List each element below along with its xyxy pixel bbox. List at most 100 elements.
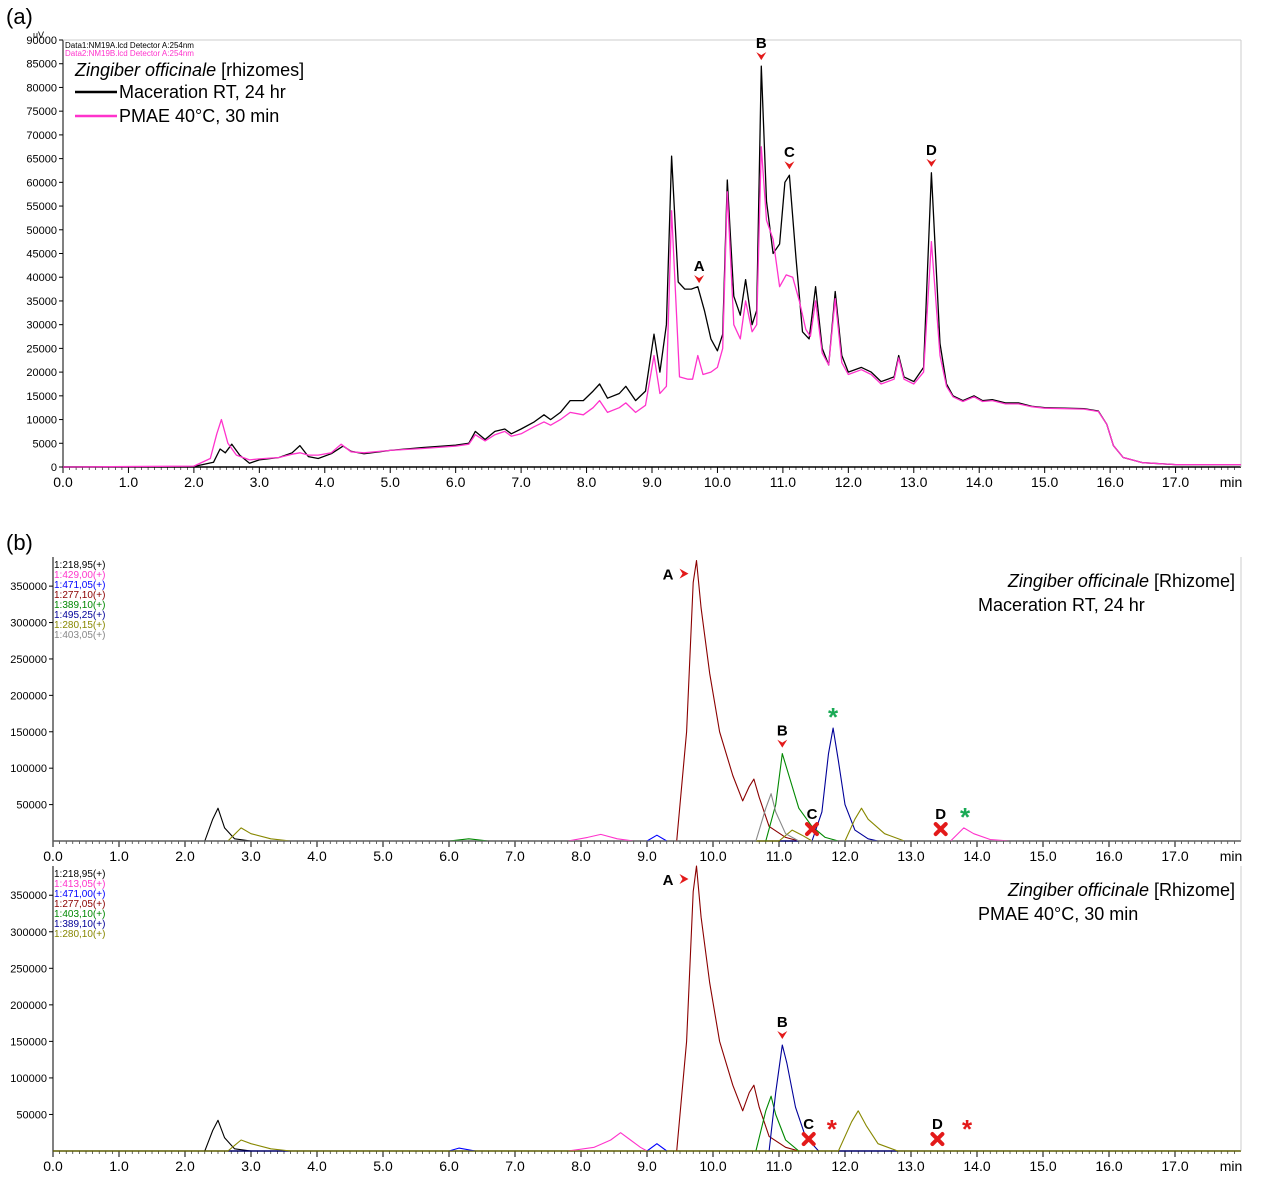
- y-tick-label: 250000: [10, 654, 47, 666]
- x-tick-label: 10.0: [699, 1158, 726, 1174]
- y-tick-label: 350000: [10, 890, 47, 902]
- x-tick-label: 15.0: [1029, 1158, 1056, 1174]
- chart-subtitle: PMAE 40°C, 30 min: [978, 904, 1138, 924]
- y-tick-label: 70000: [26, 130, 57, 142]
- chart-title-species: Zingiber officinale: [1007, 571, 1149, 591]
- absent-marker-cross: [933, 822, 948, 837]
- series-line-0: [53, 807, 1241, 842]
- x-tick-label: 13.0: [897, 848, 924, 864]
- x-tick-label: 5.0: [373, 1158, 393, 1174]
- legend-entry: 1:389,10(+): [54, 600, 105, 611]
- series-line-5: [53, 1044, 1241, 1152]
- y-tick-label: 100000: [10, 1073, 47, 1085]
- y-tick-label: 65000: [26, 154, 57, 166]
- legend-entry: 1:471,05(+): [54, 580, 105, 591]
- peak-marker-arrow: [777, 1031, 788, 1040]
- header-line: Data1:NM19A.lcd Detector A:254nm: [65, 41, 194, 50]
- legend-entry: 1:218,95(+): [54, 869, 105, 880]
- chart-b2: 0.0 1.0 2.0 3.0 4.0 5.0 6.0 7.0 8.0 9.0 10.0 11.0 12…: [10, 865, 1242, 1174]
- x-tick-label: 1.0: [109, 848, 129, 864]
- legend-entry: 1:403,05(+): [54, 630, 105, 641]
- chart-title: Zingiber officinale [Rhizome]: [1007, 880, 1235, 900]
- peak-label: A: [663, 872, 674, 889]
- x-tick-label: 16.0: [1095, 1158, 1122, 1174]
- y-tick-label: 10000: [26, 415, 57, 427]
- series-line-1: [62, 146, 1241, 468]
- asterisk-marker: *: [828, 702, 839, 732]
- x-tick-label: 8.0: [571, 1158, 591, 1174]
- x-tick-label: 16.0: [1096, 474, 1123, 490]
- x-tick-label: 3.0: [241, 1158, 261, 1174]
- chart-a: 0.0 1.0 2.0 3.0 4.0 5.0 6.0 7.0 8.0 9.0 10.0 11.0 12…: [26, 30, 1242, 490]
- y-tick-label: 75000: [26, 106, 57, 118]
- legend-entry: 1:471,00(+): [54, 889, 105, 900]
- legend-title-species: Zingiber officinale: [74, 60, 216, 80]
- legend-entry: PMAE 40°C, 30 min: [119, 106, 279, 126]
- x-tick-label: 14.0: [963, 848, 990, 864]
- x-tick-label: 12.0: [835, 474, 862, 490]
- y-tick-label: 300000: [10, 927, 47, 939]
- peak-label: A: [694, 258, 705, 275]
- x-unit-label: min: [1220, 474, 1243, 490]
- y-unit-label: uV: [33, 30, 44, 40]
- x-tick-label: 12.0: [831, 848, 858, 864]
- y-tick-label: 200000: [10, 1000, 47, 1012]
- y-tick-label: 20000: [26, 367, 57, 379]
- series-line-3: [53, 865, 1241, 1152]
- y-tick-label: 60000: [26, 177, 57, 189]
- panel-label-a: (a): [6, 4, 33, 29]
- peak-marker-arrow: [777, 739, 788, 748]
- peak-marker-arrow: [926, 158, 937, 167]
- x-tick-label: 14.0: [966, 474, 993, 490]
- y-tick-label: 300000: [10, 618, 47, 630]
- legend-entry: 1:277,10(+): [54, 590, 105, 601]
- x-tick-label: 9.0: [642, 474, 662, 490]
- chart-b1: 0.0 1.0 2.0 3.0 4.0 5.0 6.0 7.0 8.0 9.0 10.0 11.0 12…: [10, 557, 1242, 864]
- asterisk-marker: *: [962, 1114, 973, 1144]
- x-tick-label: 6.0: [446, 474, 466, 490]
- chart-title-part: [Rhizome]: [1149, 880, 1235, 900]
- y-tick-label: 15000: [26, 391, 57, 403]
- legend-entry: 1:403,10(+): [54, 909, 105, 920]
- x-unit-label: min: [1220, 848, 1243, 864]
- x-tick-label: 17.0: [1161, 1158, 1188, 1174]
- y-tick-label: 5000: [33, 438, 57, 450]
- chart-title-species: Zingiber officinale: [1007, 880, 1149, 900]
- x-tick-label: 11.0: [770, 474, 796, 490]
- asterisk-marker: *: [827, 1114, 838, 1144]
- series-line-0: [62, 65, 1241, 468]
- series-line-0: [53, 1119, 1241, 1152]
- x-tick-label: 13.0: [900, 474, 927, 490]
- y-tick-label: 45000: [26, 249, 57, 261]
- x-tick-label: 17.0: [1162, 474, 1189, 490]
- peak-label: D: [935, 806, 946, 823]
- y-tick-label: 200000: [10, 690, 47, 702]
- x-tick-label: 13.0: [897, 1158, 924, 1174]
- legend-entry: 1:280,10(+): [54, 929, 105, 940]
- peak-marker-arrow: [694, 275, 705, 284]
- y-tick-label: 50000: [16, 1109, 47, 1121]
- y-tick-label: 100000: [10, 763, 47, 775]
- x-tick-label: 6.0: [439, 848, 459, 864]
- y-tick-label: 25000: [26, 343, 57, 355]
- peak-label: C: [784, 144, 795, 161]
- series-line-4: [53, 1095, 1241, 1152]
- x-tick-label: 6.0: [439, 1158, 459, 1174]
- x-tick-label: 11.0: [766, 1158, 792, 1174]
- absent-marker-cross: [930, 1132, 945, 1147]
- series-line-6: [53, 807, 1241, 842]
- legend-entry: Maceration RT, 24 hr: [119, 82, 286, 102]
- asterisk-marker: *: [960, 802, 971, 832]
- x-tick-label: 0.0: [43, 1158, 63, 1174]
- x-tick-label: 12.0: [831, 1158, 858, 1174]
- peak-label: B: [756, 35, 767, 52]
- peak-label: C: [807, 806, 818, 823]
- x-tick-label: 1.0: [119, 474, 139, 490]
- x-tick-label: 2.0: [184, 474, 204, 490]
- x-tick-label: 14.0: [963, 1158, 990, 1174]
- y-tick-label: 150000: [10, 727, 47, 739]
- x-tick-label: 0.0: [53, 474, 73, 490]
- x-tick-label: 9.0: [637, 1158, 657, 1174]
